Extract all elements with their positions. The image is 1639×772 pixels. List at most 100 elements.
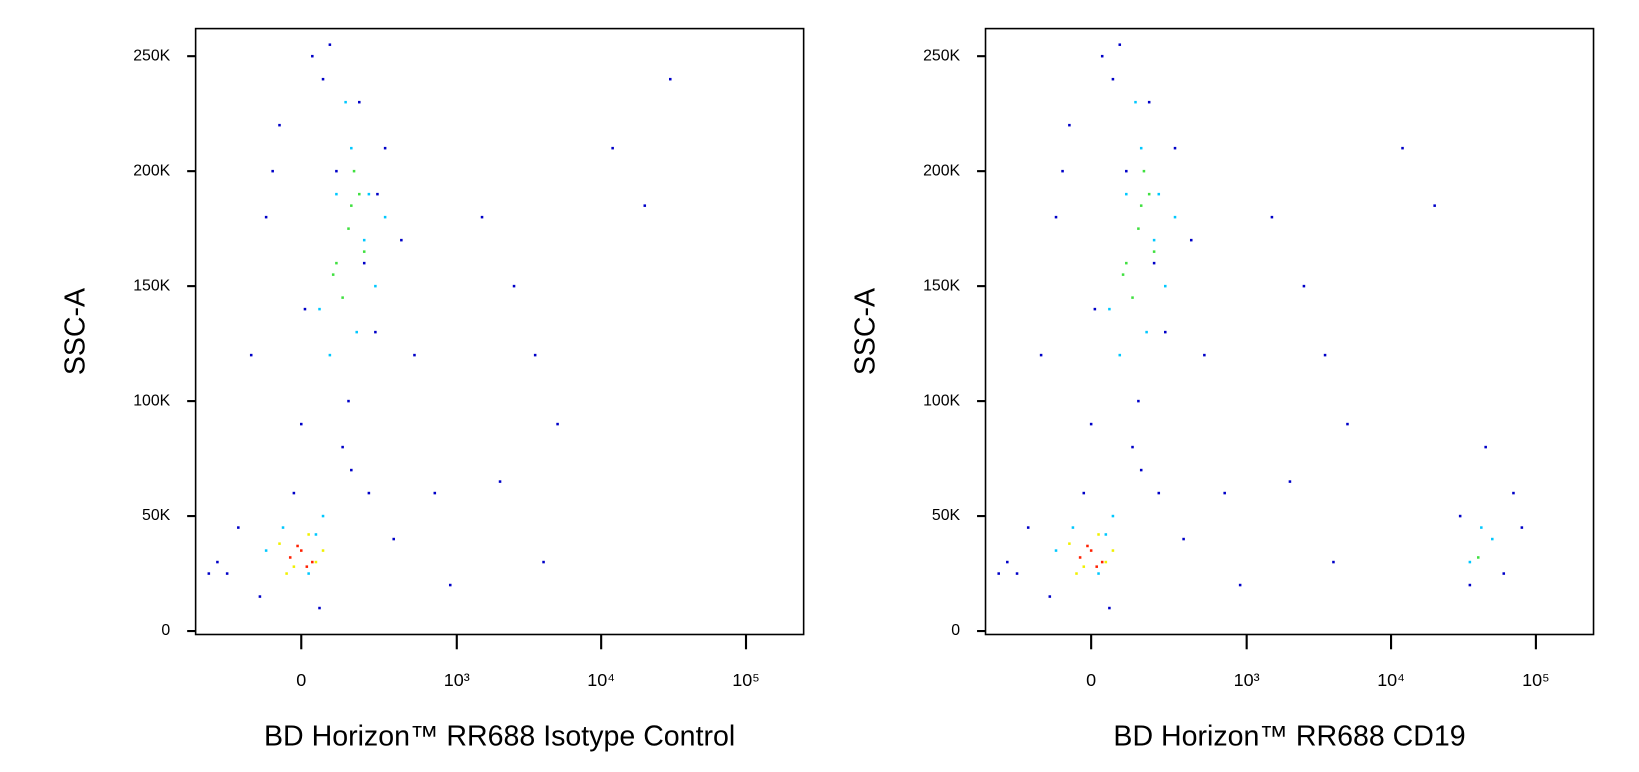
- x-axis-label: BD Horizon™ RR688 CD19: [1113, 721, 1465, 753]
- event-dot: [341, 296, 344, 299]
- event-dot: [1125, 261, 1128, 265]
- x-axis-label: BD Horizon™ RR688 Isotype Control: [264, 721, 735, 753]
- event-dot: [1026, 526, 1030, 529]
- event-dot: [1157, 491, 1161, 495]
- event-dot: [1520, 526, 1524, 529]
- event-dot: [299, 549, 303, 552]
- event-dot: [288, 556, 292, 559]
- event-dot: [1401, 146, 1404, 150]
- event-dot: [1512, 491, 1515, 495]
- event-dot: [1131, 296, 1134, 299]
- event-dot: [358, 100, 361, 104]
- event-dot: [264, 549, 268, 552]
- event-dot: [311, 560, 314, 564]
- event-dot: [328, 43, 332, 46]
- event-dot: [305, 565, 309, 568]
- event-dot: [1054, 549, 1058, 552]
- event-dot: [1223, 491, 1226, 495]
- event-dot: [556, 422, 559, 426]
- y-tick-label: 50K: [932, 507, 961, 524]
- event-dot: [350, 146, 353, 150]
- event-dot: [498, 480, 502, 483]
- event-dot: [321, 549, 325, 552]
- y-tick-label: 150K: [923, 277, 960, 294]
- event-dot: [1502, 572, 1506, 575]
- event-dot: [1086, 544, 1089, 548]
- event-dot: [314, 560, 318, 564]
- event-dot: [1164, 330, 1167, 334]
- event-dot: [1142, 169, 1146, 173]
- event-dot: [413, 353, 416, 357]
- event-dot: [383, 146, 387, 150]
- event-dot: [1068, 542, 1071, 545]
- event-dot: [249, 353, 253, 357]
- event-dot: [335, 261, 338, 265]
- event-dot: [355, 330, 358, 334]
- x-tick-label: 10⁵: [1522, 670, 1549, 690]
- event-dot: [1104, 533, 1108, 536]
- event-dot: [303, 307, 307, 311]
- event-dot: [335, 169, 338, 173]
- event-dot: [318, 307, 321, 311]
- event-dot: [1288, 480, 1292, 483]
- event-dot: [328, 353, 332, 357]
- y-tick-label: 0: [161, 622, 170, 639]
- event-dot: [1068, 123, 1071, 127]
- event-dot: [374, 330, 377, 334]
- event-dot: [278, 542, 281, 545]
- event-dot: [307, 533, 310, 536]
- event-dot: [331, 273, 335, 276]
- event-dot: [1147, 192, 1151, 196]
- event-dot: [1100, 54, 1104, 58]
- event-dot: [1131, 445, 1134, 449]
- event-dot: [1468, 560, 1472, 564]
- event-dot: [1095, 565, 1098, 568]
- event-dot: [1332, 560, 1335, 564]
- event-dot: [1054, 215, 1058, 219]
- event-dot: [1111, 514, 1115, 518]
- event-dot: [1100, 560, 1104, 564]
- event-dot: [307, 572, 310, 575]
- event-dot: [374, 284, 377, 288]
- plot-frame: [984, 27, 1595, 636]
- event-dot: [997, 572, 1000, 575]
- event-dot: [376, 192, 379, 196]
- event-dot: [296, 544, 299, 548]
- event-dot: [1082, 565, 1086, 568]
- event-dot: [347, 227, 350, 230]
- event-dot: [1078, 556, 1082, 559]
- event-dot: [1089, 422, 1093, 426]
- event-dot: [1061, 169, 1064, 173]
- event-dot: [1125, 169, 1128, 173]
- event-dot: [350, 204, 353, 207]
- event-dot: [362, 250, 366, 253]
- event-dot: [216, 560, 219, 564]
- event-dot: [1097, 572, 1100, 575]
- event-dot: [1108, 307, 1111, 311]
- event-dot: [392, 537, 395, 541]
- event-dot: [1147, 100, 1151, 104]
- event-dot: [1015, 572, 1019, 575]
- event-dot: [1071, 526, 1075, 529]
- y-tick-label: 250K: [923, 47, 960, 64]
- y-tick-label: 150K: [133, 277, 170, 294]
- event-dot: [352, 169, 356, 173]
- event-dot: [1139, 204, 1143, 207]
- y-tick-label: 100K: [923, 392, 960, 409]
- x-tick-label: 10⁴: [1377, 670, 1405, 690]
- event-dot: [1152, 250, 1156, 253]
- event-dot: [611, 146, 614, 150]
- y-axis-label: SSC-A: [60, 288, 92, 375]
- event-dot: [321, 77, 325, 81]
- y-tick-label: 250K: [133, 47, 170, 64]
- event-dot: [341, 445, 344, 449]
- event-dot: [1458, 514, 1462, 518]
- event-dot: [480, 215, 484, 219]
- event-dot: [1189, 238, 1193, 242]
- panel: 0 50K 100K 150K 200K 250K 0 10³ 10⁴ 10⁵ SSC-A BD Ho…: [850, 27, 1595, 753]
- event-dot: [1491, 537, 1494, 541]
- event-dot: [1152, 261, 1156, 265]
- y-tick-label: 0: [951, 622, 960, 639]
- event-dot: [278, 123, 281, 127]
